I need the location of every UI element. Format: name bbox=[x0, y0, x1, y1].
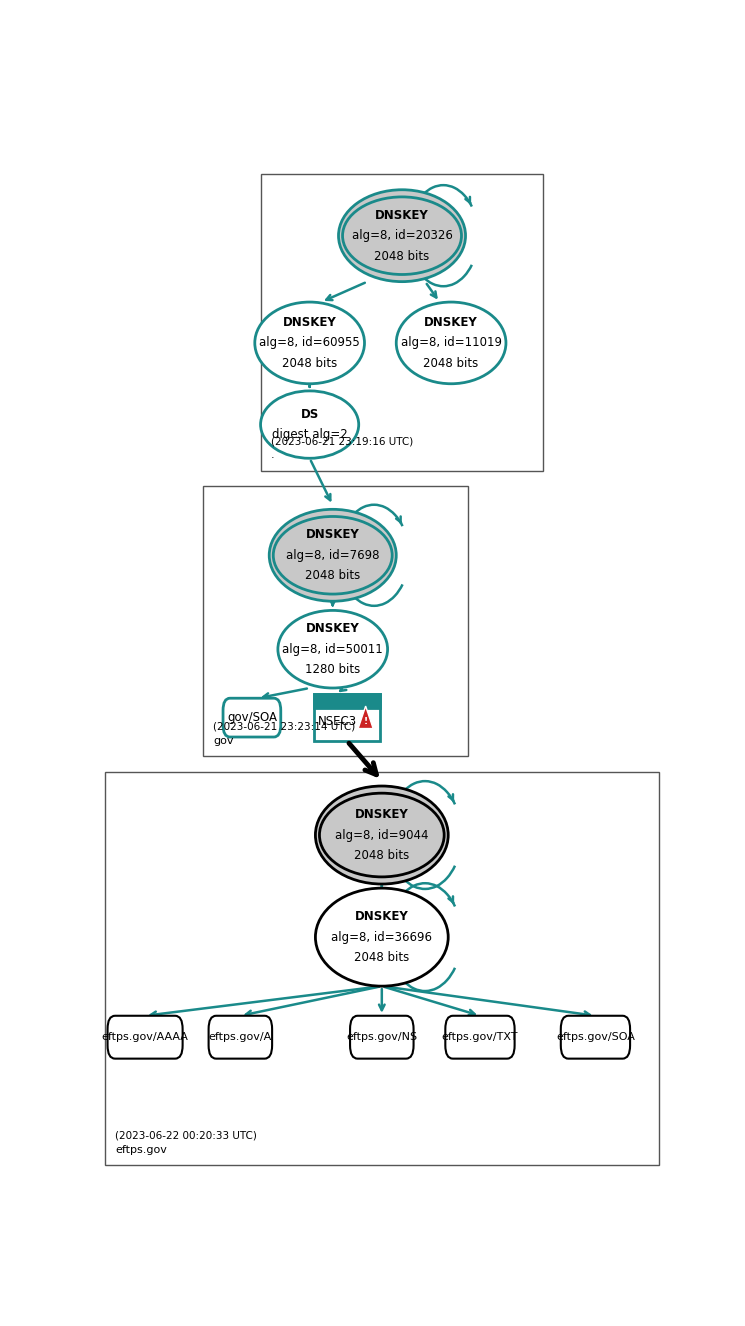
Ellipse shape bbox=[261, 391, 358, 459]
Text: 2048 bits: 2048 bits bbox=[305, 569, 361, 582]
Ellipse shape bbox=[269, 509, 396, 601]
Text: alg=8, id=9044: alg=8, id=9044 bbox=[335, 829, 428, 842]
Text: DNSKEY: DNSKEY bbox=[355, 808, 409, 821]
Text: 2048 bits: 2048 bits bbox=[354, 951, 410, 964]
Text: DNSKEY: DNSKEY bbox=[306, 622, 360, 635]
Text: !: ! bbox=[364, 717, 368, 727]
Text: gov/SOA: gov/SOA bbox=[227, 711, 277, 724]
Text: .: . bbox=[271, 451, 275, 460]
Text: alg=8, id=20326: alg=8, id=20326 bbox=[352, 229, 452, 243]
Text: eftps.gov/A: eftps.gov/A bbox=[209, 1032, 272, 1042]
FancyBboxPatch shape bbox=[203, 485, 469, 756]
Text: gov: gov bbox=[213, 736, 234, 747]
Text: (2023-06-21 23:19:16 UTC): (2023-06-21 23:19:16 UTC) bbox=[271, 436, 413, 446]
Ellipse shape bbox=[315, 888, 448, 987]
Text: eftps.gov/NS: eftps.gov/NS bbox=[346, 1032, 417, 1042]
Text: 2048 bits: 2048 bits bbox=[375, 249, 430, 263]
Ellipse shape bbox=[278, 610, 387, 688]
FancyBboxPatch shape bbox=[446, 1016, 515, 1058]
Text: alg=8, id=11019: alg=8, id=11019 bbox=[401, 337, 501, 350]
FancyBboxPatch shape bbox=[209, 1016, 272, 1058]
Text: alg=8, id=50011: alg=8, id=50011 bbox=[282, 643, 383, 656]
Text: 2048 bits: 2048 bits bbox=[354, 849, 410, 862]
FancyBboxPatch shape bbox=[314, 693, 381, 708]
Text: DNSKEY: DNSKEY bbox=[306, 528, 360, 541]
Text: eftps.gov/SOA: eftps.gov/SOA bbox=[556, 1032, 635, 1042]
Text: 2048 bits: 2048 bits bbox=[282, 357, 337, 370]
FancyBboxPatch shape bbox=[350, 1016, 413, 1058]
Text: 2048 bits: 2048 bits bbox=[423, 357, 479, 370]
Text: alg=8, id=60955: alg=8, id=60955 bbox=[259, 337, 360, 350]
Ellipse shape bbox=[255, 302, 364, 383]
FancyBboxPatch shape bbox=[223, 699, 281, 737]
Text: NSEC3: NSEC3 bbox=[318, 715, 358, 728]
Ellipse shape bbox=[315, 786, 448, 884]
Text: digest alg=2: digest alg=2 bbox=[272, 428, 347, 442]
Text: (2023-06-21 23:23:14 UTC): (2023-06-21 23:23:14 UTC) bbox=[213, 721, 355, 732]
Text: DNSKEY: DNSKEY bbox=[355, 910, 409, 923]
Text: eftps.gov/TXT: eftps.gov/TXT bbox=[442, 1032, 519, 1042]
Polygon shape bbox=[358, 705, 373, 728]
FancyBboxPatch shape bbox=[107, 1016, 183, 1058]
FancyBboxPatch shape bbox=[261, 175, 543, 471]
Text: DNSKEY: DNSKEY bbox=[424, 316, 478, 329]
Text: (2023-06-22 00:20:33 UTC): (2023-06-22 00:20:33 UTC) bbox=[115, 1130, 257, 1140]
Text: DS: DS bbox=[300, 408, 319, 420]
Text: eftps.gov/AAAA: eftps.gov/AAAA bbox=[101, 1032, 188, 1042]
Text: alg=8, id=7698: alg=8, id=7698 bbox=[286, 549, 379, 562]
Text: DNSKEY: DNSKEY bbox=[375, 208, 429, 221]
Text: DNSKEY: DNSKEY bbox=[283, 316, 337, 329]
FancyBboxPatch shape bbox=[561, 1016, 630, 1058]
FancyBboxPatch shape bbox=[314, 693, 381, 741]
Ellipse shape bbox=[338, 190, 466, 281]
Text: 1280 bits: 1280 bits bbox=[305, 663, 361, 676]
Text: eftps.gov: eftps.gov bbox=[115, 1144, 167, 1155]
FancyBboxPatch shape bbox=[104, 772, 659, 1164]
Text: alg=8, id=36696: alg=8, id=36696 bbox=[332, 931, 432, 944]
Ellipse shape bbox=[396, 302, 506, 383]
